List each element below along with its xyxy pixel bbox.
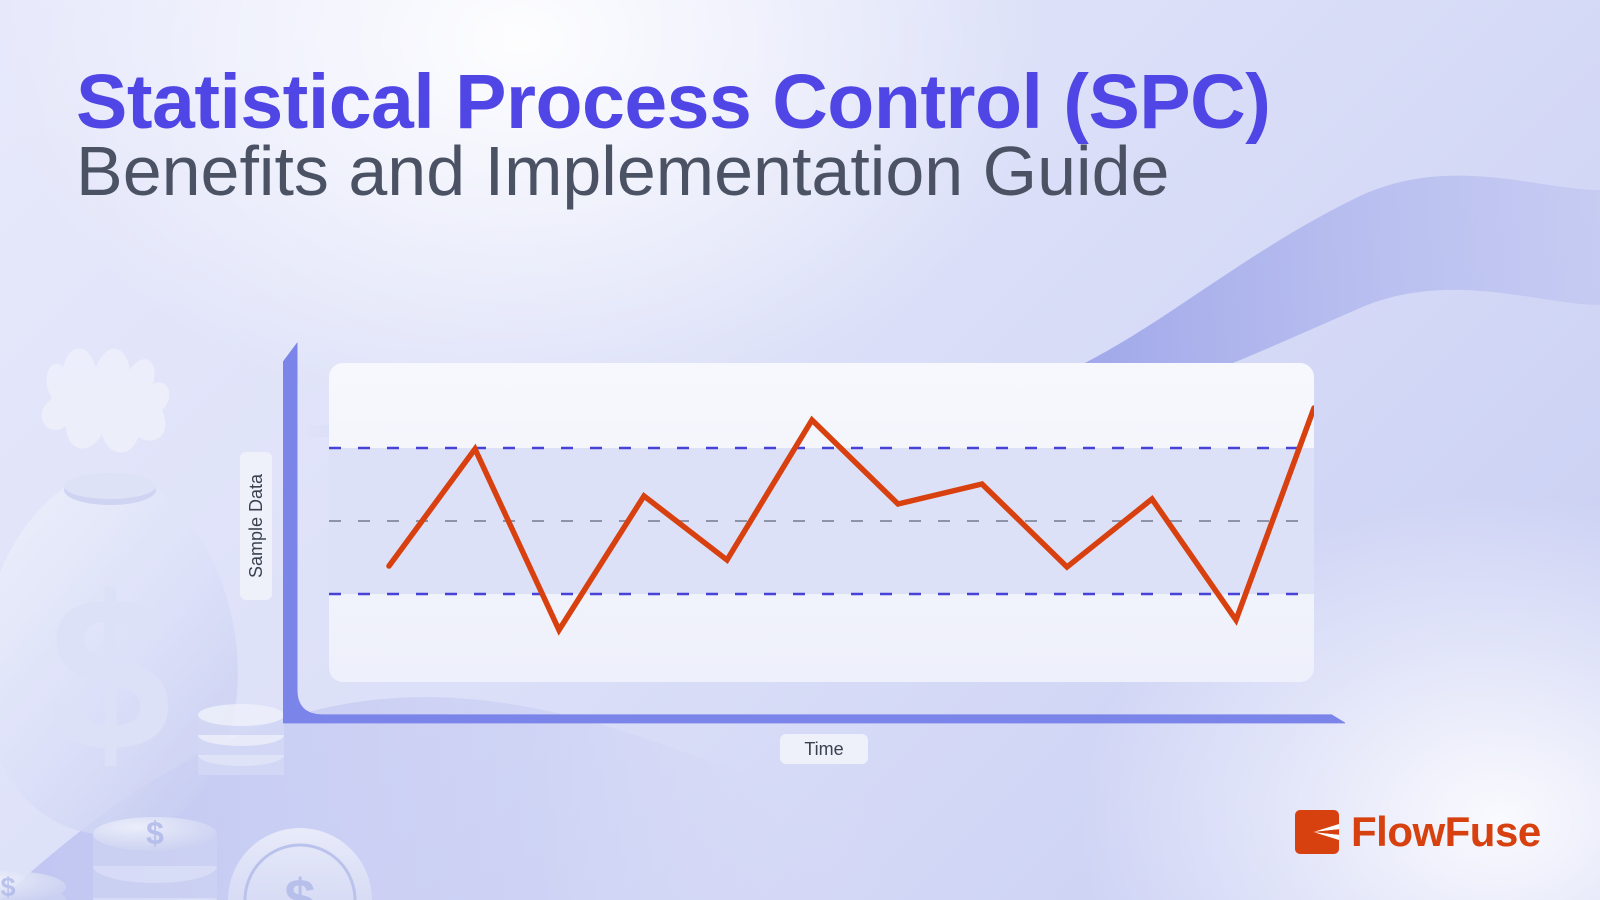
svg-text:$: $: [284, 867, 315, 900]
svg-text:$: $: [146, 815, 164, 851]
svg-text:$: $: [49, 551, 171, 797]
svg-text:$: $: [0, 872, 15, 900]
